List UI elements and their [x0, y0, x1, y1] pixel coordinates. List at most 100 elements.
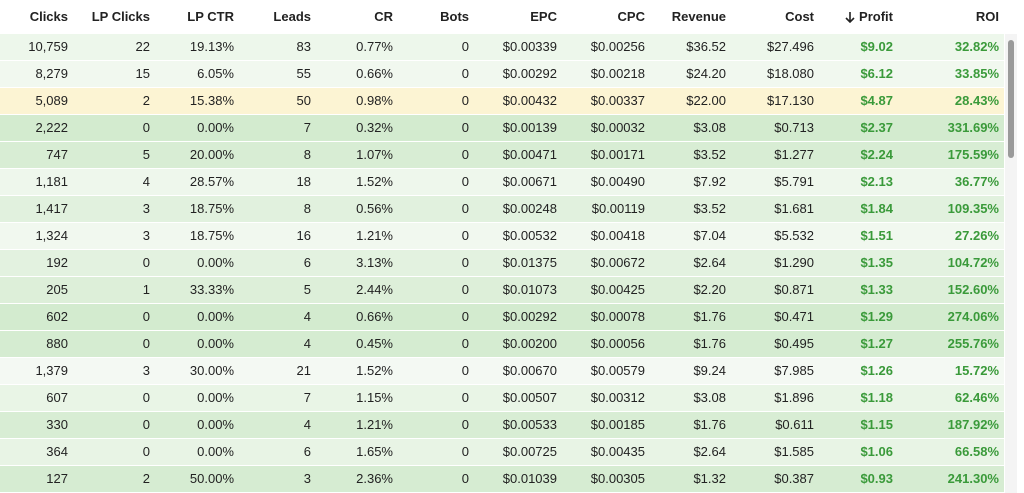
table-cell: 32.82%	[954, 39, 999, 54]
table-cell: 4	[303, 309, 311, 324]
table-cell: $2.64	[693, 255, 726, 270]
column-header[interactable]: Profit	[859, 9, 893, 24]
table-cell: 0.00%	[197, 255, 234, 270]
table-cell: $0.611	[775, 417, 814, 432]
table-cell: 0.00%	[197, 120, 234, 135]
table-cell: 109.35%	[947, 201, 999, 216]
table-cell: $0.00507	[502, 390, 557, 405]
table-cell: 27.26%	[954, 228, 999, 243]
table-cell: 3	[303, 471, 311, 486]
table-cell: 1.21%	[356, 417, 393, 432]
table-cell: $17.130	[767, 93, 814, 108]
table-cell: $0.00579	[590, 363, 645, 378]
column-header[interactable]: EPC	[530, 9, 557, 24]
table-cell: $3.08	[693, 120, 726, 135]
table-cell: 0.00%	[197, 336, 234, 351]
table-cell: $1.585	[774, 444, 814, 459]
table-cell: 1	[142, 282, 150, 297]
table-cell: 241.30%	[947, 471, 999, 486]
table-cell: $0.00292	[502, 309, 557, 324]
table-cell: $0.00312	[590, 390, 645, 405]
table-cell: 2	[142, 93, 150, 108]
table-cell: 0	[461, 390, 469, 405]
table-cell: 22	[135, 39, 150, 54]
table-row[interactable]	[0, 168, 1004, 195]
table-cell: $1.32	[693, 471, 726, 486]
table-cell: 0.77%	[356, 39, 393, 54]
table-cell: $1.277	[774, 147, 814, 162]
table-cell: 15.72%	[954, 363, 999, 378]
table-cell: 1.21%	[356, 228, 393, 243]
table-cell: 0.00%	[197, 390, 234, 405]
table-cell: 104.72%	[947, 255, 999, 270]
sort-arrow[interactable]	[845, 11, 855, 23]
table-row[interactable]	[0, 438, 1004, 465]
table-row[interactable]	[0, 276, 1004, 303]
table-cell: $0.00432	[502, 93, 557, 108]
table-cell: 3.13%	[356, 255, 393, 270]
column-header[interactable]: LP CTR	[187, 9, 234, 24]
table-row[interactable]	[0, 249, 1004, 276]
table-cell: 0.00%	[197, 444, 234, 459]
table-row[interactable]	[0, 303, 1004, 330]
column-header[interactable]: Bots	[440, 9, 469, 24]
table-cell: $9.24	[693, 363, 726, 378]
table-cell: 6	[303, 444, 311, 459]
table-cell: $0.00418	[590, 228, 645, 243]
table-row[interactable]	[0, 141, 1004, 168]
table-row[interactable]	[0, 330, 1004, 357]
table-cell: 30.00%	[189, 363, 234, 378]
table-row[interactable]	[0, 465, 1004, 492]
column-header[interactable]: Leads	[273, 9, 311, 24]
table-row[interactable]	[0, 222, 1004, 249]
table-cell: 33.85%	[954, 66, 999, 81]
table-row[interactable]	[0, 87, 1004, 114]
table-cell: 0	[461, 147, 469, 162]
table-cell: $1.76	[693, 309, 726, 324]
table-row[interactable]	[0, 357, 1004, 384]
table-row[interactable]	[0, 33, 1004, 60]
column-header[interactable]: Cost	[785, 9, 814, 24]
column-header[interactable]: Revenue	[671, 9, 726, 24]
column-header[interactable]: CPC	[617, 9, 645, 24]
table-cell: 0	[142, 417, 150, 432]
table-cell: 152.60%	[947, 282, 999, 297]
table-cell: $1.15	[860, 417, 893, 432]
table-cell: 0	[461, 336, 469, 351]
table-cell: 607	[46, 390, 68, 405]
table-cell: 0.66%	[356, 66, 393, 81]
table-row[interactable]	[0, 384, 1004, 411]
column-header[interactable]: ROI	[975, 9, 999, 24]
table-cell: $2.37	[860, 120, 893, 135]
column-header[interactable]: LP Clicks	[91, 9, 150, 24]
table-cell: $0.00532	[502, 228, 557, 243]
table-row[interactable]	[0, 411, 1004, 438]
table-cell: 187.92%	[947, 417, 999, 432]
table-cell: 2.36%	[356, 471, 393, 486]
table-cell: $22.00	[686, 93, 726, 108]
table-cell: 83	[296, 39, 311, 54]
table-cell: 0	[461, 93, 469, 108]
table-cell: 1.07%	[356, 147, 393, 162]
table-cell: 747	[46, 147, 68, 162]
table-cell: 15	[135, 66, 150, 81]
table-cell: 3	[142, 363, 150, 378]
column-header[interactable]: Clicks	[29, 9, 68, 24]
scroll-thumb[interactable]	[1008, 40, 1014, 158]
table-cell: $1.51	[860, 228, 893, 243]
table-cell: $1.06	[860, 444, 893, 459]
table-cell: 8	[303, 201, 311, 216]
table-row[interactable]	[0, 60, 1004, 87]
table-row[interactable]	[0, 195, 1004, 222]
table-cell: $3.08	[693, 390, 726, 405]
table-cell: 1.65%	[356, 444, 393, 459]
scrollbar[interactable]	[1005, 34, 1017, 493]
table-row[interactable]	[0, 114, 1004, 141]
table-cell: $0.00337	[590, 93, 645, 108]
column-header[interactable]: CR	[374, 9, 393, 24]
table-cell: $0.00533	[502, 417, 557, 432]
table-cell: $0.00339	[502, 39, 557, 54]
table-cell: 33.33%	[189, 282, 234, 297]
table-cell: 28.43%	[954, 93, 999, 108]
table-cell: 15.38%	[189, 93, 234, 108]
